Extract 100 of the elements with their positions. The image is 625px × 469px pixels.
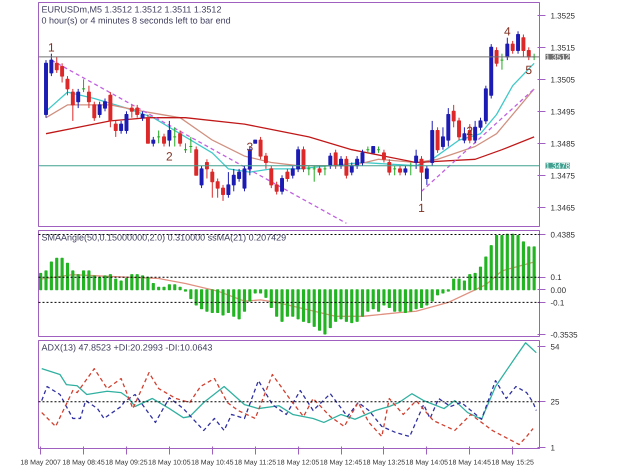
y-tick-label: 1.3495: [550, 107, 576, 116]
bar: [441, 289, 445, 294]
annotation: 2: [166, 150, 174, 164]
annotation: 1: [418, 200, 426, 215]
bar: [366, 289, 370, 312]
bar: [339, 289, 343, 320]
y-tick-label: 1.3475: [550, 171, 576, 180]
ref-line-label: 1.3478: [546, 162, 571, 171]
y-tick-label: -0.3535: [550, 330, 578, 340]
bar: [130, 274, 134, 290]
bar: [372, 289, 375, 310]
candlestick: [414, 149, 418, 170]
bar: [377, 289, 380, 312]
candlestick: [200, 165, 204, 189]
candlestick: [302, 146, 306, 173]
candlestick: [420, 156, 424, 202]
candlestick: [140, 110, 145, 122]
candlestick: [280, 174, 284, 195]
y-tick-label: -0.1: [550, 298, 565, 308]
candlestick: [285, 168, 290, 182]
y-tick-label: 0.4385: [550, 230, 576, 240]
bar: [200, 289, 204, 310]
line-series: [41, 380, 537, 438]
line-series: [41, 368, 534, 446]
bar: [398, 289, 402, 312]
candlestick: [334, 149, 338, 170]
annotation: 1: [48, 40, 56, 55]
bar: [103, 275, 107, 290]
bar: [360, 289, 364, 317]
y-tick-label: 1.3485: [550, 139, 576, 148]
candlestick: [516, 30, 520, 54]
y-tick-label: 1.3525: [550, 11, 576, 20]
candlestick: [344, 156, 348, 179]
candlestick: [151, 136, 156, 147]
bar: [259, 289, 262, 294]
candlestick: [162, 133, 166, 147]
chart-title: SMAAngle(50,0.15000000,2.0) 0.310000 ssMA(21) 0.207429: [42, 232, 286, 242]
line-series: [45, 117, 535, 164]
bar: [60, 258, 64, 290]
bar: [216, 289, 220, 314]
bar: [500, 235, 504, 290]
bar: [318, 289, 322, 331]
bar: [124, 278, 128, 290]
bar: [527, 246, 530, 290]
bar: [98, 276, 102, 290]
candlestick: [387, 158, 392, 176]
bar: [404, 289, 407, 314]
bar: [334, 289, 338, 322]
bar: [270, 289, 273, 308]
bar: [140, 275, 144, 290]
bar: [146, 276, 150, 290]
bar: [430, 289, 434, 302]
bar: [522, 241, 525, 290]
bar: [478, 266, 482, 290]
bar: [280, 289, 284, 322]
bar: [484, 256, 488, 290]
bar: [39, 272, 42, 290]
bar: [344, 289, 348, 322]
candlestick: [65, 76, 70, 96]
bar: [87, 270, 90, 290]
candlestick: [178, 130, 182, 147]
chart-title: EURUSDm,M5 1.3512 1.3512 1.3511 1.3512: [42, 4, 222, 14]
y-tick-label: 1.3465: [550, 203, 576, 212]
bar: [506, 234, 509, 290]
bar: [76, 274, 80, 290]
bar: [323, 289, 327, 334]
y-tick-label: 1.3515: [550, 43, 576, 52]
candlestick: [510, 40, 515, 54]
y-tick-label: 25: [550, 398, 560, 407]
bar: [495, 235, 498, 290]
line-series: [40, 261, 535, 317]
annotation: 2: [466, 124, 474, 138]
candlestick: [114, 120, 118, 138]
bar: [71, 270, 74, 290]
bar: [152, 283, 155, 290]
bar: [490, 245, 493, 290]
bar: [532, 246, 536, 290]
bar: [114, 278, 118, 290]
annotation: 4: [504, 24, 511, 39]
bar: [356, 289, 359, 322]
text: 0 hour(s) or 4 minutes 8 seconds left to bar end: [42, 16, 231, 26]
y-tick-label: 54: [550, 342, 560, 352]
candlestick: [398, 165, 402, 176]
candlestick: [318, 165, 322, 176]
bar: [296, 289, 300, 320]
bar: [468, 274, 472, 290]
candlestick: [424, 165, 429, 186]
bar: [168, 284, 171, 290]
bar: [232, 289, 236, 317]
bar: [350, 289, 354, 324]
bar: [291, 289, 294, 317]
candlestick: [403, 165, 408, 176]
bar: [178, 286, 182, 290]
bar: [462, 280, 466, 290]
candlestick: [70, 88, 75, 122]
bar: [66, 262, 70, 290]
bar: [136, 274, 139, 290]
bar: [393, 289, 396, 312]
y-tick-label: 0.1: [550, 273, 562, 282]
y-tick-label: 1: [550, 443, 556, 452]
